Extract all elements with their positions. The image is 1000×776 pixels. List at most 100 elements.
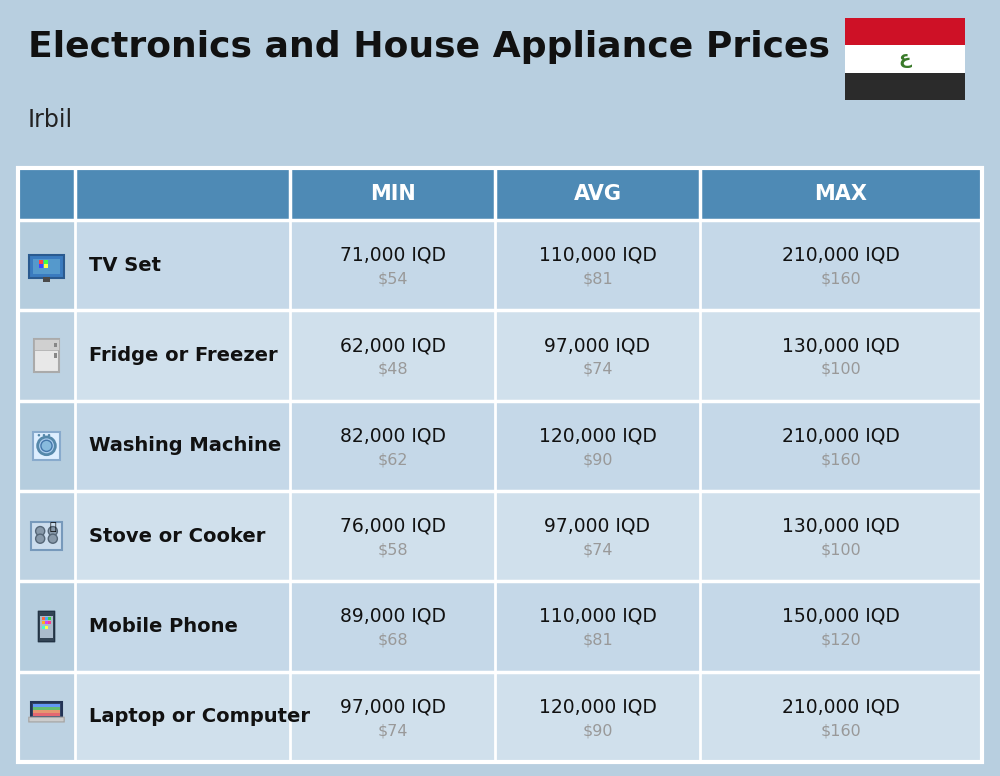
- Text: $68: $68: [377, 633, 408, 648]
- Text: 210,000 IQD: 210,000 IQD: [782, 698, 900, 716]
- Bar: [54, 343, 57, 347]
- Circle shape: [36, 527, 45, 535]
- Bar: [18, 491, 982, 581]
- Text: $120: $120: [821, 633, 861, 648]
- Circle shape: [38, 434, 40, 436]
- Text: 210,000 IQD: 210,000 IQD: [782, 426, 900, 445]
- Bar: [44, 260, 48, 264]
- Bar: [18, 220, 75, 310]
- Bar: [48, 617, 51, 620]
- Bar: [33, 707, 60, 710]
- Text: 71,000 IQD: 71,000 IQD: [340, 246, 446, 265]
- Text: $74: $74: [582, 362, 613, 377]
- Bar: [39, 260, 43, 264]
- Bar: [29, 255, 64, 278]
- Circle shape: [41, 440, 52, 452]
- Text: $160: $160: [821, 452, 861, 467]
- Text: Stove or Cooker: Stove or Cooker: [89, 527, 265, 546]
- Text: Electronics and House Appliance Prices: Electronics and House Appliance Prices: [28, 30, 830, 64]
- Text: $62: $62: [377, 452, 408, 467]
- Text: ع: ع: [899, 50, 911, 68]
- Bar: [18, 581, 982, 672]
- Text: 120,000 IQD: 120,000 IQD: [539, 698, 656, 716]
- Circle shape: [48, 534, 57, 543]
- Text: 89,000 IQD: 89,000 IQD: [340, 607, 446, 626]
- Text: 150,000 IQD: 150,000 IQD: [782, 607, 900, 626]
- Text: 🔥: 🔥: [50, 521, 56, 532]
- Text: 97,000 IQD: 97,000 IQD: [340, 698, 446, 716]
- Text: $54: $54: [377, 272, 408, 286]
- Circle shape: [36, 534, 45, 543]
- Text: $81: $81: [582, 633, 613, 648]
- Bar: [33, 710, 60, 713]
- Text: 76,000 IQD: 76,000 IQD: [340, 517, 446, 535]
- Circle shape: [43, 434, 45, 436]
- Bar: [18, 491, 75, 581]
- Bar: [42, 617, 45, 620]
- Bar: [45, 622, 48, 625]
- Text: 130,000 IQD: 130,000 IQD: [782, 336, 900, 355]
- Bar: [18, 581, 75, 672]
- Text: $90: $90: [582, 723, 613, 738]
- Bar: [845, 45, 965, 73]
- Text: MAX: MAX: [814, 184, 868, 204]
- Bar: [33, 259, 60, 274]
- Text: $90: $90: [582, 452, 613, 467]
- Bar: [42, 626, 45, 629]
- Text: AVG: AVG: [574, 184, 622, 204]
- Text: $58: $58: [377, 542, 408, 558]
- Bar: [18, 672, 75, 762]
- Bar: [33, 432, 60, 459]
- Bar: [18, 168, 982, 220]
- Bar: [18, 220, 982, 310]
- FancyBboxPatch shape: [38, 611, 55, 642]
- Bar: [33, 713, 60, 716]
- Text: MIN: MIN: [370, 184, 415, 204]
- Text: 97,000 IQD: 97,000 IQD: [544, 517, 650, 535]
- Text: 210,000 IQD: 210,000 IQD: [782, 246, 900, 265]
- Bar: [18, 400, 982, 491]
- Bar: [18, 400, 75, 491]
- Text: $160: $160: [821, 272, 861, 286]
- Text: $100: $100: [821, 362, 861, 377]
- Text: Irbil: Irbil: [28, 108, 73, 132]
- Bar: [34, 339, 59, 351]
- Bar: [48, 622, 51, 625]
- Text: $74: $74: [582, 542, 613, 558]
- Bar: [54, 353, 57, 358]
- Bar: [40, 616, 53, 638]
- Bar: [18, 168, 982, 762]
- Text: Fridge or Freezer: Fridge or Freezer: [89, 346, 278, 365]
- Bar: [845, 18, 965, 45]
- Circle shape: [48, 434, 50, 436]
- Bar: [18, 310, 982, 400]
- Text: $81: $81: [582, 272, 613, 286]
- Bar: [18, 310, 75, 400]
- Text: Mobile Phone: Mobile Phone: [89, 617, 238, 636]
- Bar: [18, 672, 982, 762]
- Text: 110,000 IQD: 110,000 IQD: [539, 246, 656, 265]
- Text: $160: $160: [821, 723, 861, 738]
- Bar: [33, 704, 60, 716]
- Bar: [39, 265, 43, 268]
- Bar: [45, 626, 48, 629]
- Text: 130,000 IQD: 130,000 IQD: [782, 517, 900, 535]
- Text: 110,000 IQD: 110,000 IQD: [539, 607, 656, 626]
- Text: 120,000 IQD: 120,000 IQD: [539, 426, 656, 445]
- Circle shape: [48, 527, 57, 535]
- Text: 62,000 IQD: 62,000 IQD: [340, 336, 446, 355]
- Bar: [42, 622, 45, 625]
- Text: $74: $74: [377, 723, 408, 738]
- Text: $100: $100: [821, 542, 861, 558]
- Text: Washing Machine: Washing Machine: [89, 436, 281, 456]
- Text: TV Set: TV Set: [89, 255, 161, 275]
- Text: 97,000 IQD: 97,000 IQD: [544, 336, 650, 355]
- Text: 82,000 IQD: 82,000 IQD: [340, 426, 446, 445]
- Bar: [33, 704, 60, 707]
- Bar: [845, 73, 965, 100]
- Text: Laptop or Computer: Laptop or Computer: [89, 708, 310, 726]
- FancyBboxPatch shape: [29, 717, 64, 722]
- Text: $48: $48: [377, 362, 408, 377]
- Circle shape: [38, 437, 55, 455]
- Bar: [31, 702, 62, 718]
